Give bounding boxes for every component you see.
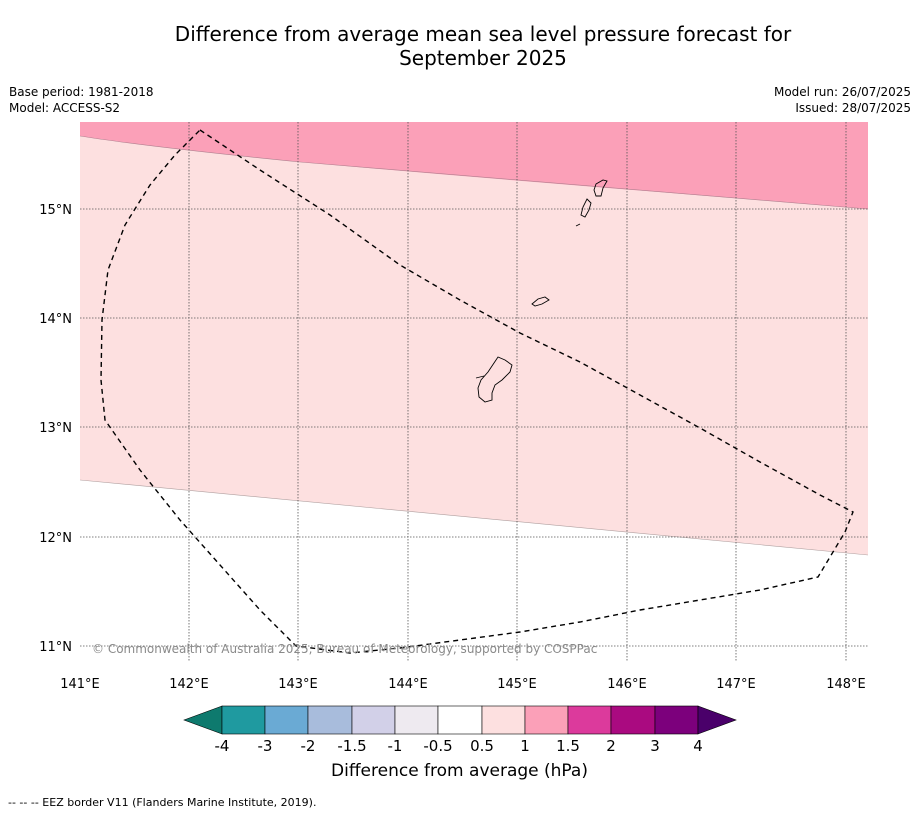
base-period-text: Base period: 1981-2018 xyxy=(9,85,154,99)
contour-line-0-5 xyxy=(80,479,868,556)
lon-label-142: 142°E xyxy=(169,677,209,692)
islands xyxy=(475,179,608,403)
lat-label-13: 13°N xyxy=(39,421,72,436)
map-figure: © Commonwealth of Australia 2025, Bureau… xyxy=(39,122,868,755)
colorbar-tick: -0.5 xyxy=(423,737,452,755)
lat-label-11: 11°N xyxy=(39,640,72,655)
lon-label-146: 146°E xyxy=(607,677,647,692)
colorbar-tick: 1 xyxy=(520,737,530,755)
colorbar-tick: -2 xyxy=(301,737,316,755)
model-text: Model: ACCESS-S2 xyxy=(9,101,121,115)
lon-label-143: 143°E xyxy=(278,677,318,692)
lon-label-144: 144°E xyxy=(388,677,428,692)
longitude-labels: 141°E 142°E 143°E 144°E 145°E 146°E 147°… xyxy=(60,677,866,692)
map-area: © Commonwealth of Australia 2025, Bureau… xyxy=(80,122,868,661)
colorbar-tick: -1 xyxy=(388,737,403,755)
colorbar-tick: -4 xyxy=(215,737,230,755)
meta-left-block: Base period: 1981-2018 Model: ACCESS-S2 xyxy=(9,84,154,116)
eez-legend-note: -- -- -- EEZ border V11 (Flanders Marine… xyxy=(8,796,317,809)
lon-label-147: 147°E xyxy=(716,677,756,692)
graticule xyxy=(80,122,868,661)
island-tinian xyxy=(580,198,592,218)
latitude-labels: 15°N 14°N 13°N 12°N 11°N xyxy=(39,203,72,655)
anomaly-region-0-5-to-1 xyxy=(80,122,868,555)
island-aguijan xyxy=(575,223,581,227)
colorbar-tick: -3 xyxy=(258,737,273,755)
colorbar-segment xyxy=(524,705,569,735)
island-guam xyxy=(477,356,513,403)
lat-label-12: 12°N xyxy=(39,531,72,546)
colorbar-segment xyxy=(481,705,526,735)
eez-border xyxy=(100,129,854,654)
colorbar-segment xyxy=(654,705,699,735)
colorbar: -4 -3 -2 -1.5 -1 -0.5 0.5 1 1.5 2 3 4 xyxy=(183,705,737,755)
colorbar-segment xyxy=(221,705,266,735)
colorbar-segment xyxy=(610,705,656,735)
colorbar-tick: -1.5 xyxy=(337,737,366,755)
colorbar-segment xyxy=(351,705,396,735)
model-run-text: Model run: 26/07/2025 xyxy=(773,85,911,99)
colorbar-tick: 1.5 xyxy=(556,737,580,755)
colorbar-segment xyxy=(567,705,612,735)
lon-label-145: 145°E xyxy=(497,677,537,692)
colorbar-segment xyxy=(437,705,483,735)
meta-right-block: Model run: 26/07/2025 Issued: 28/07/2025 xyxy=(774,84,911,116)
island-rota xyxy=(531,296,550,307)
island-guam-point xyxy=(475,375,485,379)
colorbar-segment xyxy=(264,705,309,735)
colorbar-segment xyxy=(394,705,439,735)
island-saipan xyxy=(593,179,608,197)
colorbar-segment xyxy=(307,705,353,735)
colorbar-tick: 3 xyxy=(650,737,660,755)
anomaly-region-1-to-1-5 xyxy=(80,122,868,209)
colorbar-tick: 4 xyxy=(693,737,703,755)
map-title-line-1: Difference from average mean sea level p… xyxy=(174,22,792,46)
map-title-line-2: September 2025 xyxy=(399,46,567,70)
colorbar-tick: 2 xyxy=(606,737,616,755)
colorbar-tick: 0.5 xyxy=(470,737,494,755)
lon-label-141: 141°E xyxy=(60,677,100,692)
lat-label-14: 14°N xyxy=(39,312,72,327)
issued-text: Issued: 28/07/2025 xyxy=(795,101,911,115)
colorbar-min-arrow xyxy=(183,705,223,735)
lat-label-15: 15°N xyxy=(39,203,72,218)
map-title: Difference from average mean sea level p… xyxy=(0,22,919,70)
lon-label-148: 148°E xyxy=(826,677,866,692)
colorbar-title: Difference from average (hPa) xyxy=(331,761,588,781)
colorbar-max-arrow xyxy=(697,705,737,735)
copyright-text: © Commonwealth of Australia 2025, Bureau… xyxy=(92,642,597,656)
